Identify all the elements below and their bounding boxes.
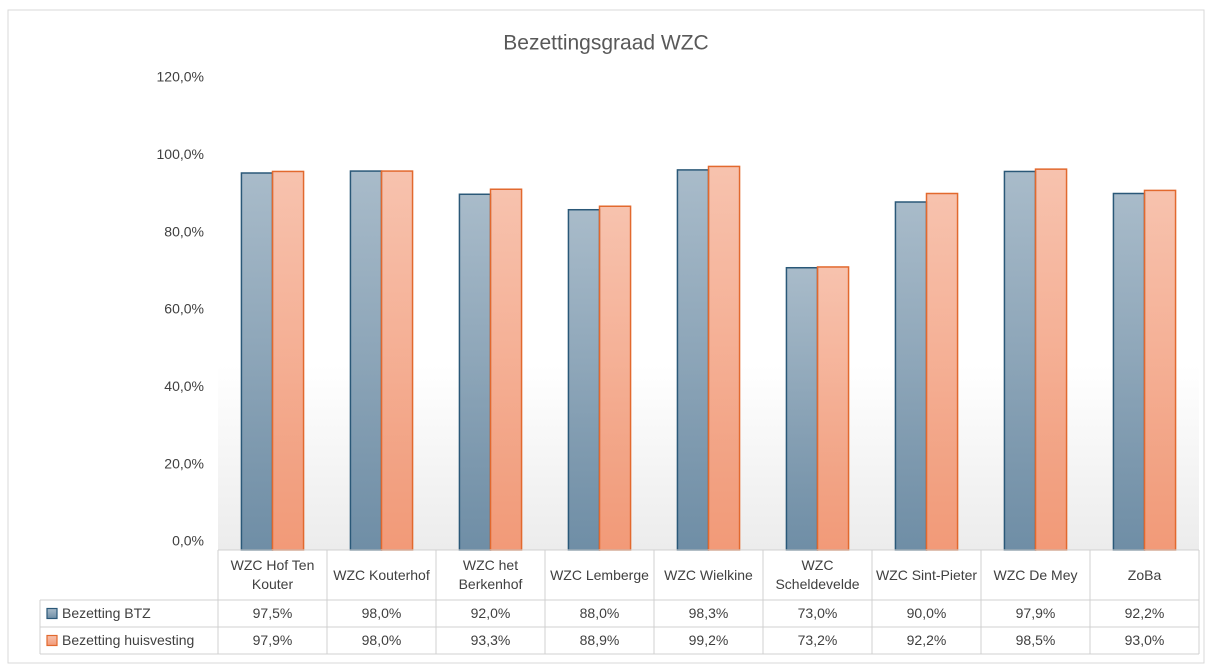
x-tick-cell: WZC Kouterhof <box>333 566 430 583</box>
bar <box>894 201 928 551</box>
table-value: 73,2% <box>798 632 838 648</box>
bar <box>1034 168 1068 551</box>
y-tick-label: 20,0% <box>164 455 204 471</box>
table-value: 98,3% <box>689 605 729 621</box>
x-tick-cell: WZC Wielkine <box>664 566 753 583</box>
legend-swatch <box>46 607 58 620</box>
table-value: 98,0% <box>362 632 402 648</box>
table-value: 97,5% <box>253 605 293 621</box>
x-tick-label: WZC De Mey <box>993 566 1078 583</box>
x-tick-cell: WZC De Mey <box>993 566 1078 583</box>
legend-label: Bezetting huisvesting <box>62 632 194 648</box>
y-tick-label: 0,0% <box>172 533 204 549</box>
x-tick-label: WZC Wielkine <box>664 566 753 583</box>
bar <box>785 266 819 551</box>
table-value: 88,0% <box>580 605 620 621</box>
table-value: 90,0% <box>907 605 947 621</box>
bar <box>707 165 741 551</box>
bar <box>458 193 492 551</box>
x-tick-cell: WZC Sint-Pieter <box>875 566 978 583</box>
x-tick-cell: WZC Scheldevelde <box>775 557 860 592</box>
y-tick-label: 100,0% <box>157 146 204 162</box>
bar <box>925 192 959 551</box>
y-tick-label: 60,0% <box>164 301 204 317</box>
x-tick-cell: WZC Hof Ten Kouter <box>230 557 315 592</box>
bar <box>1143 189 1177 551</box>
x-tick-label: WZC Sint-Pieter <box>875 566 978 583</box>
bar <box>1112 192 1146 551</box>
table-value: 93,3% <box>471 632 511 648</box>
chart-title: Bezettingsgraad WZC <box>503 32 708 55</box>
table-value: 92,0% <box>471 605 511 621</box>
y-tick-label: 40,0% <box>164 378 204 394</box>
x-tick-label: WZC het Berkenhof <box>458 557 523 592</box>
bar <box>240 172 274 551</box>
table-value: 97,9% <box>1016 605 1056 621</box>
y-tick-label: 120,0% <box>157 69 204 85</box>
legend-label: Bezetting BTZ <box>62 605 151 621</box>
table-value: 92,2% <box>1125 605 1165 621</box>
x-tick-cell: WZC het Berkenhof <box>458 557 523 592</box>
x-tick-label: WZC Lemberge <box>550 566 649 583</box>
y-tick-label: 80,0% <box>164 223 204 239</box>
table-value: 98,0% <box>362 605 402 621</box>
x-tick-label: WZC Kouterhof <box>333 566 430 583</box>
table-value: 99,2% <box>689 632 729 648</box>
x-tick-cell: ZoBa <box>1127 566 1162 583</box>
bar <box>349 170 383 551</box>
table-value: 93,0% <box>1125 632 1165 648</box>
table-value: 92,2% <box>907 632 947 648</box>
table-value: 97,9% <box>253 632 293 648</box>
bar <box>816 266 850 551</box>
x-tick-cell: WZC Lemberge <box>550 566 649 583</box>
bar <box>676 169 710 551</box>
bar <box>489 188 523 551</box>
table-value: 73,0% <box>798 605 838 621</box>
x-tick-label: ZoBa <box>1127 566 1162 583</box>
table-value: 98,5% <box>1016 632 1056 648</box>
bar <box>271 170 305 551</box>
x-tick-label: WZC Scheldevelde <box>775 557 860 592</box>
bar <box>567 208 601 551</box>
bar <box>598 205 632 551</box>
bar <box>1003 170 1037 551</box>
legend-swatch <box>46 634 58 647</box>
table-value: 88,9% <box>580 632 620 648</box>
x-tick-label: WZC Hof Ten Kouter <box>230 557 315 592</box>
bar <box>380 170 414 551</box>
